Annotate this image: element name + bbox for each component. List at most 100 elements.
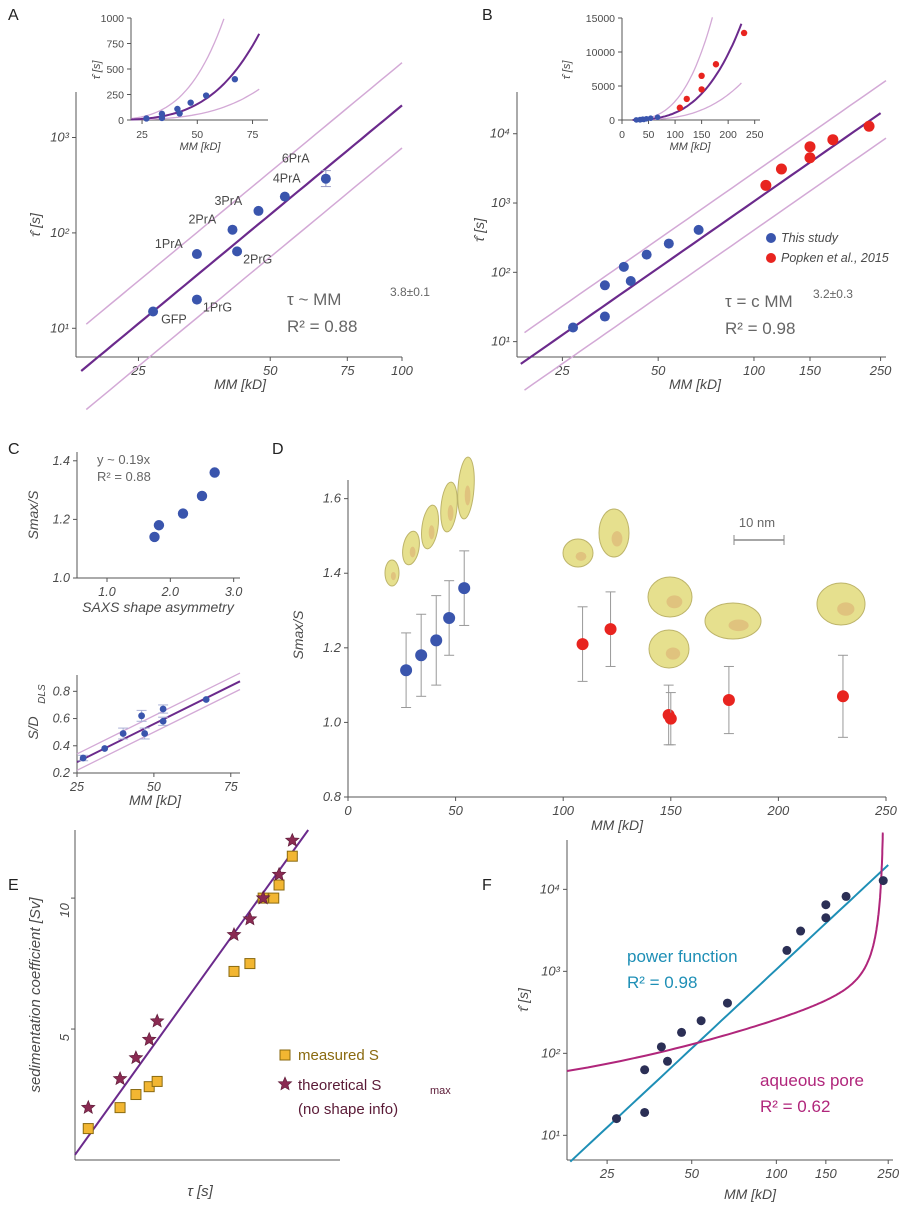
data-point xyxy=(153,520,165,531)
y-tick-label: 0 xyxy=(118,115,124,127)
y-axis-title-subscript: DLS xyxy=(37,684,48,704)
x-tick-label: 50 xyxy=(191,129,203,141)
x-tick-label: 150 xyxy=(660,803,682,818)
aqueous-pore-line xyxy=(566,832,884,1072)
inset-data-point xyxy=(654,114,661,121)
data-point xyxy=(796,926,806,936)
panel-label: D xyxy=(272,441,284,458)
data-point-this-study xyxy=(663,238,674,249)
x-tick-label: 100 xyxy=(765,1166,787,1181)
inset-band-upper xyxy=(130,18,225,120)
data-point-measured xyxy=(268,892,280,904)
point-label: 2PrA xyxy=(188,213,216,227)
legend-label-subscript: max xyxy=(430,1085,451,1097)
data-point xyxy=(878,876,888,886)
y-tick-label: 10¹ xyxy=(541,1127,560,1142)
y-tick-label: 750 xyxy=(106,39,124,51)
panel-label: B xyxy=(482,7,493,24)
fit-exponent: 3.8±0.1 xyxy=(390,285,430,299)
legend-marker-measured xyxy=(279,1049,291,1061)
data-point-red xyxy=(836,690,849,703)
data-point-popken xyxy=(775,163,787,175)
data-point-theoretical xyxy=(80,1099,96,1114)
fit-exponent: 3.2±0.3 xyxy=(813,287,853,301)
data-point-popken xyxy=(827,134,839,146)
fit-r-squared: R² = 0.98 xyxy=(725,319,795,338)
data-point-popken xyxy=(804,141,816,153)
data-point xyxy=(253,205,264,216)
inset-data-point xyxy=(187,99,194,106)
x-tick-label: 50 xyxy=(684,1166,699,1181)
inset-data-point xyxy=(698,86,705,93)
legend-marker-this-study xyxy=(766,233,776,243)
protein-structure-shade xyxy=(728,619,749,632)
y-axis-title: τ̂ [s] xyxy=(515,987,531,1012)
x-tick-label: 3.0 xyxy=(225,585,242,599)
fit-band-upper xyxy=(85,62,403,325)
data-point-blue xyxy=(400,664,413,677)
data-point-measured xyxy=(286,850,298,862)
data-point-red xyxy=(604,623,617,636)
data-point-popken xyxy=(863,120,875,132)
legend-label: This study xyxy=(781,231,839,245)
panel-label: F xyxy=(482,877,492,894)
y-axis-title: S/D xyxy=(25,716,41,739)
point-label: GFP xyxy=(161,312,187,326)
x-tick-label: 2.0 xyxy=(161,585,179,599)
power-function-line xyxy=(569,864,889,1163)
panel-e: 5 10 τ [s] sedimentation coefficient [Sv] me… xyxy=(27,829,451,1200)
x-axis-title: τ [s] xyxy=(187,1183,213,1200)
panel-f: 25 50 100 150 250 10¹ 10² 10³ 10⁴ MM [kD] τ̂ [s] po… xyxy=(515,832,900,1202)
data-point-popken xyxy=(760,179,772,191)
panel-b: 25 50 100 150 250 10¹ 10² 10³ 10⁴ MM [kD] τ̂ [s] Th… xyxy=(471,13,892,392)
protein-structure-icon xyxy=(816,582,866,626)
data-point-theoretical xyxy=(226,927,242,942)
x-tick-label: 50 xyxy=(448,803,463,818)
data-point-blue xyxy=(415,649,428,662)
x-tick-label: 50 xyxy=(147,780,161,794)
data-point-measured xyxy=(114,1102,126,1114)
data-point xyxy=(227,224,238,235)
data-point xyxy=(209,467,220,478)
data-point-blue xyxy=(458,582,471,595)
data-point-measured xyxy=(228,965,240,977)
protein-structure-shade xyxy=(611,531,623,547)
protein-structure-icon xyxy=(704,602,762,640)
fit-r-squared: R² = 0.88 xyxy=(97,469,151,484)
data-point xyxy=(232,246,243,257)
inset-data-point xyxy=(202,92,210,99)
y-axis-title: sedimentation coefficient [Sv] xyxy=(27,897,44,1093)
x-axis-title: MM [kD] xyxy=(591,817,644,833)
y-tick-label: 5 xyxy=(57,1033,72,1041)
power-function-label: power function xyxy=(627,947,738,966)
data-point xyxy=(782,945,792,955)
fit-equation: y ~ 0.19x xyxy=(97,452,151,467)
data-point-theoretical xyxy=(271,866,287,881)
data-point-red xyxy=(576,638,589,651)
data-point xyxy=(821,913,831,923)
x-tick-label: 250 xyxy=(876,1166,899,1181)
panel-c-lower: 25 50 75 0.2 0.4 0.6 0.8 MM [kD] S/D DLS xyxy=(25,672,241,808)
x-tick-label: 100 xyxy=(552,803,574,818)
data-point-blue xyxy=(443,611,456,624)
panel-label: A xyxy=(8,7,19,24)
fit-line xyxy=(76,680,241,763)
inset-data-point xyxy=(712,61,720,68)
inset-fit-line xyxy=(632,23,743,121)
x-tick-label: 1.0 xyxy=(98,585,115,599)
x-axis-title: MM [kD] xyxy=(669,376,722,392)
data-point xyxy=(821,900,831,910)
data-point xyxy=(191,249,202,260)
point-label: 2PrG xyxy=(243,252,272,266)
inset-band-upper xyxy=(632,17,714,121)
y-tick-label: 10000 xyxy=(586,47,615,59)
y-tick-label: 1.2 xyxy=(53,512,70,526)
x-tick-label: 25 xyxy=(136,129,148,141)
fit-band-upper xyxy=(524,79,887,334)
data-point-theoretical xyxy=(128,1050,144,1065)
x-tick-label: 100 xyxy=(391,363,413,378)
inset-data-point xyxy=(158,110,166,118)
protein-structure-shade xyxy=(666,595,683,609)
x-axis-title: MM [kD] xyxy=(214,376,267,392)
inset-y-axis-title: τ̂ [s] xyxy=(561,60,573,80)
